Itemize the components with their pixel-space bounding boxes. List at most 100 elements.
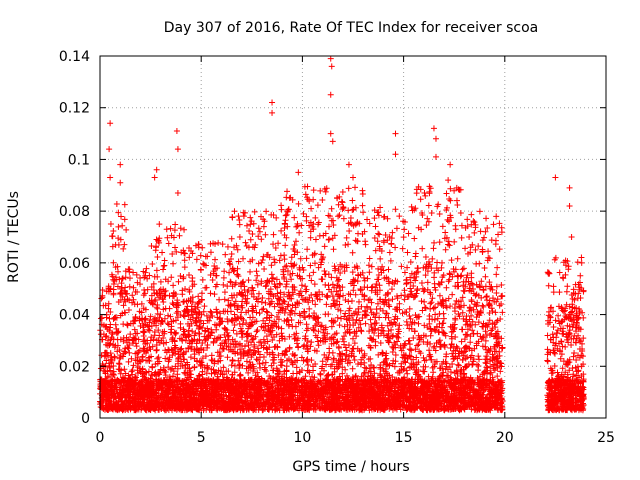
data-point xyxy=(339,335,346,342)
data-point xyxy=(115,360,122,367)
data-point xyxy=(163,226,170,233)
data-point xyxy=(273,214,280,221)
x-axis-label: GPS time / hours xyxy=(292,459,409,475)
data-point xyxy=(195,241,202,248)
data-point xyxy=(321,243,328,250)
data-point xyxy=(99,336,106,343)
data-point xyxy=(303,321,310,328)
data-point xyxy=(119,310,126,317)
data-point xyxy=(103,314,110,321)
data-point xyxy=(139,365,146,372)
data-point xyxy=(310,187,317,194)
data-point xyxy=(134,381,141,388)
data-point xyxy=(322,188,329,195)
data-point xyxy=(135,381,142,388)
data-point xyxy=(365,262,372,269)
data-point xyxy=(221,296,228,303)
data-point xyxy=(405,230,412,237)
data-point xyxy=(110,291,117,298)
data-point xyxy=(369,283,376,290)
data-point xyxy=(202,284,209,291)
data-point xyxy=(388,286,395,293)
data-point xyxy=(347,215,354,222)
data-point xyxy=(153,243,160,250)
data-point xyxy=(314,338,321,345)
data-point xyxy=(382,314,389,321)
data-point xyxy=(100,390,107,397)
data-point xyxy=(177,225,184,232)
data-point xyxy=(124,339,131,346)
data-point xyxy=(226,269,233,276)
data-point xyxy=(115,223,122,230)
data-point xyxy=(211,291,218,298)
data-point xyxy=(153,267,160,274)
data-point xyxy=(400,234,407,241)
data-point xyxy=(263,208,270,215)
data-point xyxy=(163,339,170,346)
data-point xyxy=(149,261,156,268)
data-point xyxy=(131,382,138,389)
data-point xyxy=(224,354,231,361)
data-point xyxy=(259,256,266,263)
data-point xyxy=(160,298,167,305)
data-point xyxy=(142,315,149,322)
data-point xyxy=(284,316,291,323)
data-point xyxy=(112,394,119,401)
data-point xyxy=(138,406,145,413)
data-point xyxy=(229,214,236,221)
data-point xyxy=(137,281,144,288)
data-point xyxy=(132,350,139,357)
data-point xyxy=(240,255,247,262)
data-point xyxy=(311,281,318,288)
data-point xyxy=(359,191,366,198)
data-point xyxy=(119,275,126,282)
data-point xyxy=(169,251,176,258)
data-point xyxy=(326,236,333,243)
data-point xyxy=(125,358,132,365)
data-point xyxy=(110,363,117,370)
data-point xyxy=(144,381,151,388)
data-point xyxy=(121,241,128,248)
data-point xyxy=(114,283,121,290)
data-point xyxy=(197,266,204,273)
data-point xyxy=(120,350,127,357)
data-point xyxy=(304,246,311,253)
data-point xyxy=(216,296,223,303)
data-point xyxy=(210,339,217,346)
data-point xyxy=(325,282,332,289)
data-point xyxy=(322,311,329,318)
data-point xyxy=(134,330,141,337)
data-point xyxy=(236,234,243,241)
data-point xyxy=(108,271,115,278)
data-point xyxy=(133,357,140,364)
data-point xyxy=(157,278,164,285)
data-point xyxy=(406,305,413,312)
data-point xyxy=(127,331,134,338)
data-point xyxy=(278,227,285,234)
data-point xyxy=(125,345,132,352)
data-point xyxy=(172,330,179,337)
data-point xyxy=(142,306,149,313)
data-point xyxy=(228,235,235,242)
data-point xyxy=(139,353,146,360)
data-point xyxy=(300,210,307,217)
data-point xyxy=(136,358,143,365)
data-point xyxy=(125,372,132,379)
data-point xyxy=(113,200,120,207)
data-point xyxy=(162,355,169,362)
data-point xyxy=(114,348,121,355)
data-point xyxy=(99,286,106,293)
data-point xyxy=(108,386,115,393)
data-point xyxy=(302,283,309,290)
data-point xyxy=(121,201,128,208)
data-point xyxy=(117,354,124,361)
data-point xyxy=(137,323,144,330)
data-point xyxy=(254,272,261,279)
data-point xyxy=(242,239,249,246)
data-point xyxy=(102,302,109,309)
data-point xyxy=(106,381,113,388)
data-point xyxy=(360,209,367,216)
data-point xyxy=(173,329,180,336)
data-point xyxy=(129,378,136,385)
data-point xyxy=(221,268,228,275)
